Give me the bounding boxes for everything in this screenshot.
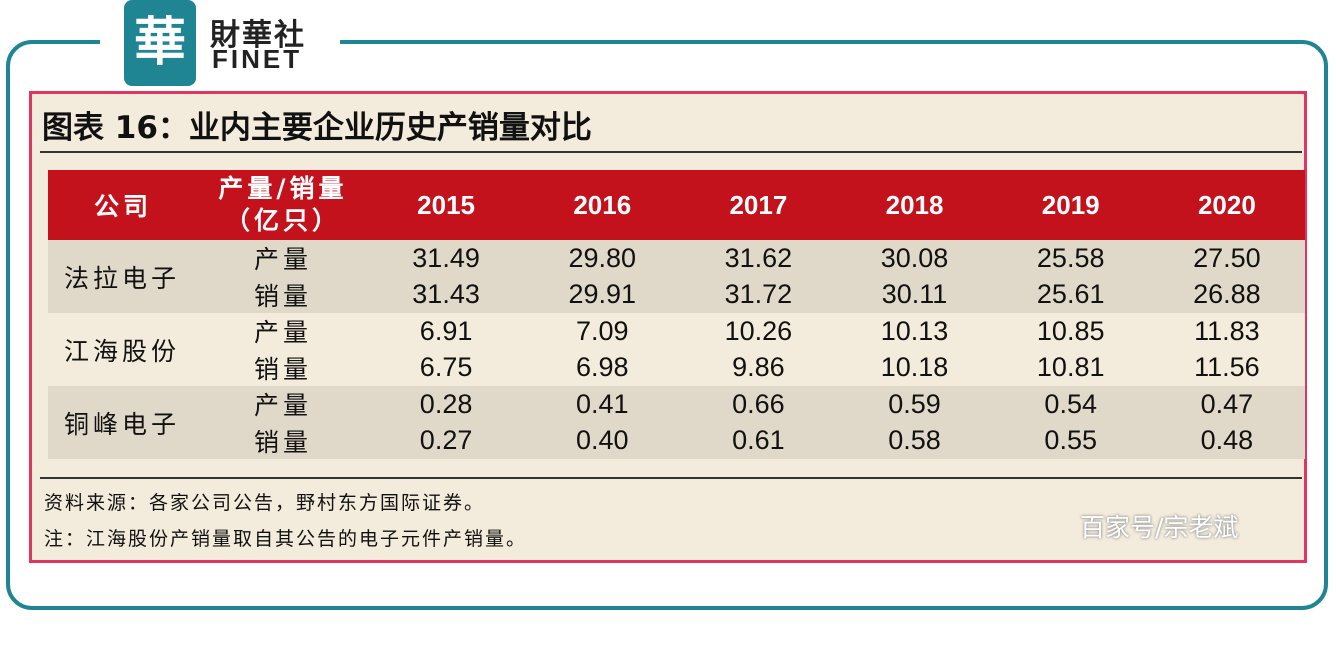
company-cell: 法拉电子 — [48, 240, 198, 313]
value-cell: 0.58 — [836, 422, 993, 459]
header-year: 2017 — [680, 170, 837, 240]
header-year: 2015 — [368, 170, 525, 240]
table-row: 铜峰电子 产量 0.28 0.41 0.66 0.59 0.54 0.47 — [48, 386, 1305, 459]
value-cell: 7.09 — [524, 313, 681, 350]
value-cell: 25.61 — [992, 276, 1149, 313]
metric-cell: 产量 — [198, 313, 368, 350]
metric-cell: 销量 — [198, 349, 368, 386]
value-cell: 0.48 — [1148, 422, 1305, 459]
bottom-divider — [40, 477, 1302, 479]
value-cell: 10.13 — [836, 313, 993, 350]
value-cell: 25.58 — [992, 240, 1149, 277]
value-cell: 10.26 — [680, 313, 837, 350]
header-row: 公司 产量/销量 （亿只） 2015 2016 2017 2018 2019 2… — [48, 170, 1305, 240]
footnote: 注：江海股份产销量取自其公告的电子元件产销量。 — [44, 528, 528, 550]
value-cell: 0.54 — [992, 386, 1149, 423]
value-cell: 10.18 — [836, 349, 993, 386]
value-cell: 29.80 — [524, 240, 681, 277]
value-cell: 11.83 — [1148, 313, 1305, 350]
table-row: 销量 0.27 0.40 0.61 0.58 0.55 0.48 — [48, 422, 1305, 459]
figure-title: 图表 16：业内主要企业历史产销量对比 — [42, 110, 592, 146]
metric-cell: 产量 — [198, 240, 368, 277]
value-cell: 31.43 — [368, 276, 525, 313]
source-note: 资料来源：各家公司公告，野村东方国际证券。 — [44, 492, 486, 514]
value-cell: 10.85 — [992, 313, 1149, 350]
header-metric-line2: （亿只） — [224, 206, 341, 235]
table-row: 销量 6.75 6.98 9.86 10.18 10.81 11.56 — [48, 349, 1305, 386]
value-cell: 26.88 — [1148, 276, 1305, 313]
value-cell: 0.27 — [368, 422, 525, 459]
metric-cell: 产量 — [198, 386, 368, 423]
metric-cell: 销量 — [198, 422, 368, 459]
value-cell: 0.59 — [836, 386, 993, 423]
value-cell: 30.08 — [836, 240, 993, 277]
value-cell: 6.75 — [368, 349, 525, 386]
value-cell: 0.40 — [524, 422, 681, 459]
brand-name-en: FINET — [212, 44, 303, 74]
value-cell: 27.50 — [1148, 240, 1305, 277]
value-cell: 9.86 — [680, 349, 837, 386]
production-sales-table: 公司 产量/销量 （亿只） 2015 2016 2017 2018 2019 2… — [48, 170, 1305, 459]
value-cell: 10.81 — [992, 349, 1149, 386]
value-cell: 0.47 — [1148, 386, 1305, 423]
title-divider — [40, 151, 1302, 153]
header-metric: 产量/销量 （亿只） — [198, 170, 368, 240]
value-cell: 30.11 — [836, 276, 993, 313]
value-cell: 29.91 — [524, 276, 681, 313]
header-company: 公司 — [48, 170, 198, 240]
brand-name-cn: 財華社 — [210, 18, 306, 53]
table-row: 法拉电子 产量 31.49 29.80 31.62 30.08 25.58 27… — [48, 240, 1305, 313]
value-cell: 11.56 — [1148, 349, 1305, 386]
figure-panel: 图表 16：业内主要企业历史产销量对比 華 財華社 FINET 公司 产量/销量… — [29, 91, 1307, 563]
table-row: 销量 31.43 29.91 31.72 30.11 25.61 26.88 — [48, 276, 1305, 313]
value-cell: 0.55 — [992, 422, 1149, 459]
value-cell: 31.72 — [680, 276, 837, 313]
value-cell: 0.61 — [680, 422, 837, 459]
value-cell: 6.98 — [524, 349, 681, 386]
header-year: 2016 — [524, 170, 681, 240]
value-cell: 0.41 — [524, 386, 681, 423]
value-cell: 31.62 — [680, 240, 837, 277]
metric-cell: 销量 — [198, 276, 368, 313]
table-row: 江海股份 产量 6.91 7.09 10.26 10.13 10.85 11.8… — [48, 313, 1305, 386]
header-year: 2020 — [1148, 170, 1305, 240]
value-cell: 0.66 — [680, 386, 837, 423]
company-cell: 江海股份 — [48, 313, 198, 386]
brand-seal-char: 華 — [133, 12, 186, 73]
value-cell: 0.28 — [368, 386, 525, 423]
header-year: 2019 — [992, 170, 1149, 240]
value-cell: 6.91 — [368, 313, 525, 350]
credit-watermark: 百家号/宗老斌 — [1080, 513, 1239, 542]
header-metric-line1: 产量/销量 — [218, 174, 348, 203]
value-cell: 31.49 — [368, 240, 525, 277]
brand-seal-logo: 華 — [124, 0, 196, 86]
company-cell: 铜峰电子 — [48, 386, 198, 459]
header-year: 2018 — [836, 170, 993, 240]
